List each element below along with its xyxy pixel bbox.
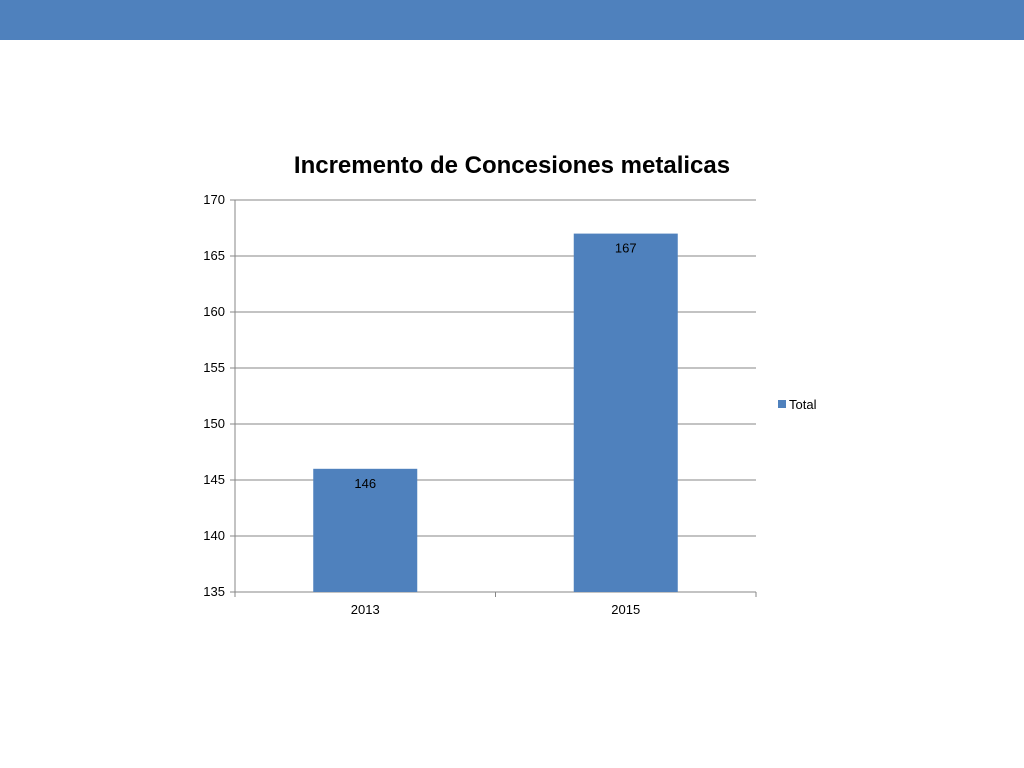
data-label: 146	[354, 476, 376, 491]
y-tick-label: 155	[203, 360, 225, 375]
bar	[313, 468, 418, 592]
data-label: 167	[615, 241, 637, 256]
legend-label: Total	[789, 397, 817, 412]
x-tick-label: 2013	[351, 602, 380, 617]
y-tick-label: 165	[203, 248, 225, 263]
y-tick-label: 140	[203, 528, 225, 543]
bar	[573, 233, 678, 592]
y-tick-label: 160	[203, 304, 225, 319]
legend-swatch	[778, 400, 786, 408]
chart-title-text: Incremento de Concesiones metalicas	[293, 152, 731, 179]
y-tick-label: 150	[203, 416, 225, 431]
top-banner	[0, 0, 1024, 40]
chart-title: Incremento de Concesiones metalicas	[0, 152, 1024, 180]
y-tick-label: 135	[203, 584, 225, 599]
y-tick-label: 170	[203, 192, 225, 207]
y-tick-label: 145	[203, 472, 225, 487]
x-tick-label: 2015	[611, 602, 640, 617]
